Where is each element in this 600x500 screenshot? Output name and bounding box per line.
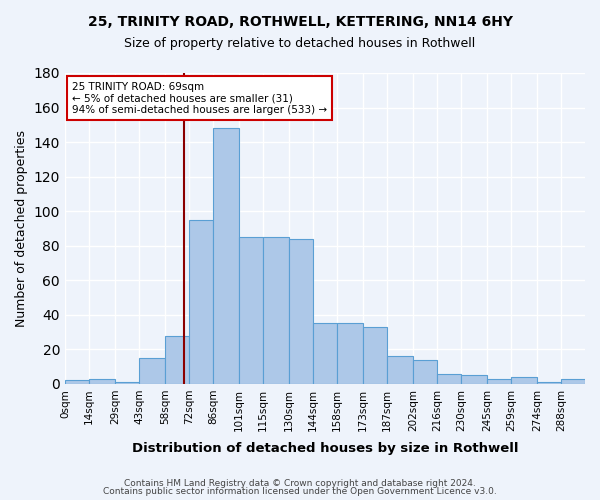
X-axis label: Distribution of detached houses by size in Rothwell: Distribution of detached houses by size … xyxy=(132,442,518,455)
Bar xyxy=(413,360,437,384)
Bar xyxy=(313,324,337,384)
Bar xyxy=(115,382,139,384)
Bar xyxy=(289,239,313,384)
Y-axis label: Number of detached properties: Number of detached properties xyxy=(15,130,28,327)
Text: 25, TRINITY ROAD, ROTHWELL, KETTERING, NN14 6HY: 25, TRINITY ROAD, ROTHWELL, KETTERING, N… xyxy=(88,15,512,29)
Bar xyxy=(487,378,511,384)
Bar xyxy=(387,356,413,384)
Text: 25 TRINITY ROAD: 69sqm
← 5% of detached houses are smaller (31)
94% of semi-deta: 25 TRINITY ROAD: 69sqm ← 5% of detached … xyxy=(72,82,327,115)
Bar xyxy=(165,336,189,384)
Bar xyxy=(561,378,585,384)
Text: Size of property relative to detached houses in Rothwell: Size of property relative to detached ho… xyxy=(124,38,476,51)
Bar xyxy=(363,327,387,384)
Bar xyxy=(511,377,537,384)
Bar xyxy=(239,237,263,384)
Bar xyxy=(537,382,561,384)
Bar xyxy=(263,237,289,384)
Bar xyxy=(437,374,461,384)
Bar xyxy=(461,376,487,384)
Text: Contains HM Land Registry data © Crown copyright and database right 2024.: Contains HM Land Registry data © Crown c… xyxy=(124,478,476,488)
Bar xyxy=(139,358,165,384)
Bar xyxy=(213,128,239,384)
Bar xyxy=(189,220,213,384)
Text: Contains public sector information licensed under the Open Government Licence v3: Contains public sector information licen… xyxy=(103,487,497,496)
Bar xyxy=(337,324,363,384)
Bar xyxy=(65,380,89,384)
Bar xyxy=(89,378,115,384)
